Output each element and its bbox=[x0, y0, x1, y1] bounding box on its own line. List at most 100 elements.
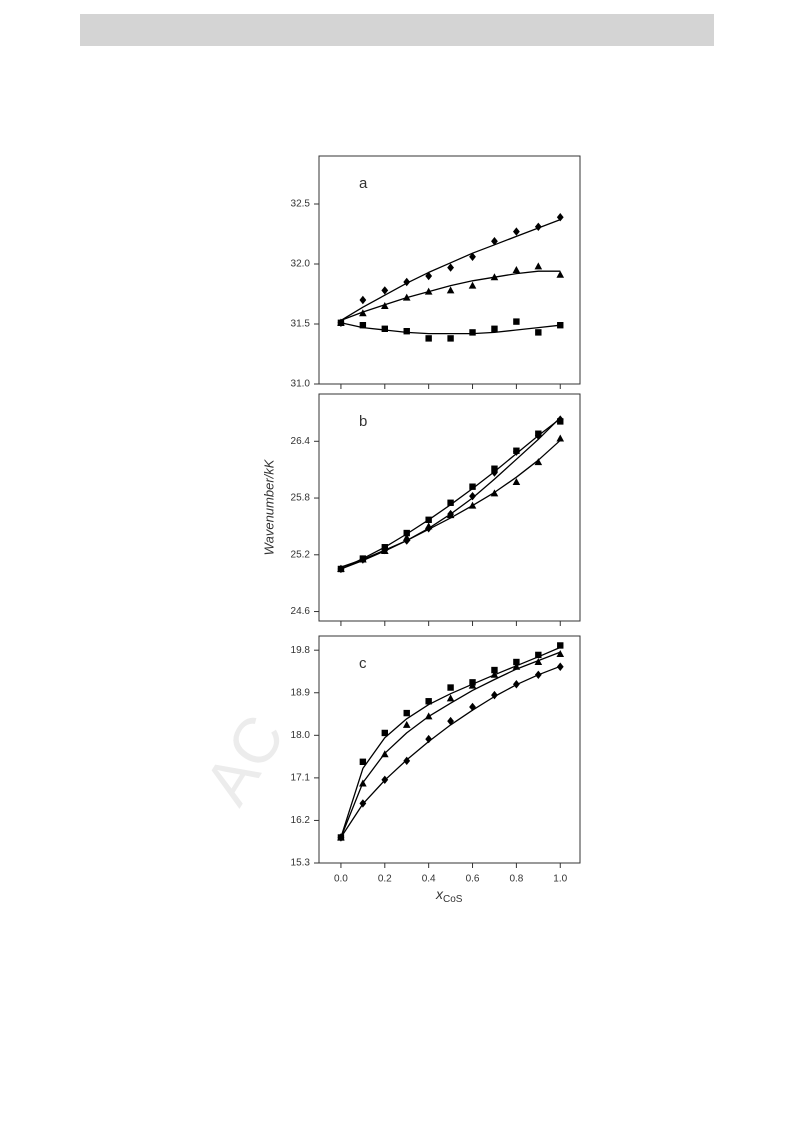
triangle-marker bbox=[359, 309, 367, 317]
triangle-marker bbox=[490, 489, 499, 497]
y-tick-label: 15.3 bbox=[291, 858, 311, 869]
square-marker bbox=[403, 328, 410, 335]
x-tick-label: 0.6 bbox=[466, 874, 480, 885]
diamond-marker bbox=[381, 775, 389, 784]
y-tick-label: 19.8 bbox=[291, 645, 311, 656]
diamond-marker bbox=[337, 833, 345, 842]
square-marker bbox=[535, 651, 542, 659]
square-marker bbox=[557, 322, 564, 329]
diamond-marker bbox=[447, 263, 454, 272]
triangle-marker bbox=[424, 522, 433, 530]
diamond-marker bbox=[381, 286, 389, 295]
triangle-marker bbox=[359, 779, 367, 787]
y-tick-label: 32.5 bbox=[291, 199, 311, 210]
y-tick-label: 31.0 bbox=[291, 379, 311, 390]
square-marker bbox=[469, 483, 476, 490]
plot-frame bbox=[318, 155, 581, 385]
fit-curve bbox=[340, 417, 561, 570]
square-marker bbox=[425, 335, 432, 342]
square-marker bbox=[535, 430, 542, 437]
square-marker bbox=[447, 335, 454, 342]
triangle-marker bbox=[556, 270, 565, 278]
square-marker bbox=[535, 329, 542, 336]
square-marker bbox=[513, 447, 520, 454]
diamond-marker bbox=[491, 237, 498, 246]
y-tick-label: 25.8 bbox=[291, 493, 311, 504]
diamond-marker bbox=[556, 213, 564, 222]
diamond-marker bbox=[534, 222, 542, 231]
triangle-marker bbox=[534, 262, 543, 270]
y-axis-label: Wavenumber/kK bbox=[261, 458, 276, 555]
panel-label: c bbox=[359, 655, 367, 672]
watermark: AC bbox=[190, 703, 298, 817]
square-marker bbox=[469, 329, 476, 336]
triangle-marker bbox=[534, 658, 543, 666]
square-marker bbox=[447, 499, 454, 506]
square-marker bbox=[447, 684, 454, 691]
fit-curve bbox=[340, 665, 561, 838]
square-marker bbox=[359, 758, 367, 765]
square-marker bbox=[403, 529, 410, 537]
square-marker bbox=[491, 465, 498, 472]
triangle-marker bbox=[446, 694, 455, 702]
y-tick-label: 25.2 bbox=[291, 549, 311, 560]
x-tick-label: 0.2 bbox=[378, 874, 392, 885]
triangle-marker bbox=[424, 287, 433, 295]
diamond-marker bbox=[469, 491, 476, 501]
triangle-marker bbox=[337, 564, 345, 572]
diamond-marker bbox=[425, 271, 433, 281]
x-axis-label-sub: CoS bbox=[443, 894, 463, 905]
triangle-marker bbox=[380, 547, 389, 555]
diamond-marker bbox=[359, 295, 367, 305]
fit-curve bbox=[340, 651, 561, 838]
x-axis-label: xCoS bbox=[435, 886, 463, 905]
square-marker bbox=[513, 318, 520, 325]
fit-curve bbox=[340, 418, 561, 570]
triangle-marker bbox=[424, 712, 433, 720]
square-marker bbox=[337, 319, 345, 326]
square-marker bbox=[403, 709, 410, 717]
panel-label: b bbox=[359, 413, 367, 430]
triangle-marker bbox=[512, 662, 521, 670]
panel-label: a bbox=[359, 175, 368, 192]
triangle-marker bbox=[468, 501, 477, 509]
diamond-marker bbox=[447, 716, 454, 726]
plot-frame bbox=[318, 635, 581, 864]
x-axis-label-main: x bbox=[435, 886, 444, 902]
x-tick-label: 0.4 bbox=[422, 874, 436, 885]
fit-curve bbox=[340, 322, 561, 335]
triangle-marker bbox=[380, 750, 389, 758]
plot-frame bbox=[318, 393, 581, 622]
header-bar bbox=[80, 14, 714, 46]
triangle-marker bbox=[534, 458, 543, 466]
triangle-marker bbox=[402, 720, 411, 728]
y-tick-label: 17.1 bbox=[291, 773, 311, 784]
triangle-marker bbox=[490, 273, 499, 281]
triangle-marker bbox=[468, 281, 477, 289]
square-marker bbox=[557, 642, 564, 649]
y-tick-label: 18.9 bbox=[291, 687, 311, 698]
diamond-marker bbox=[403, 756, 411, 766]
triangle-marker bbox=[402, 533, 411, 541]
diamond-marker bbox=[491, 690, 498, 700]
fit-curve bbox=[340, 270, 561, 322]
diamond-marker bbox=[469, 252, 476, 261]
square-marker bbox=[557, 418, 564, 425]
x-tick-label: 0.0 bbox=[334, 874, 348, 885]
x-tick-label: 1.0 bbox=[553, 874, 567, 885]
y-tick-label: 32.0 bbox=[291, 259, 311, 270]
triangle-marker bbox=[380, 302, 389, 309]
fit-curve bbox=[340, 218, 561, 321]
diamond-marker bbox=[512, 227, 520, 236]
diamond-marker bbox=[403, 277, 411, 287]
triangle-marker bbox=[446, 511, 455, 519]
triangle-marker bbox=[446, 286, 455, 294]
square-marker bbox=[381, 325, 388, 332]
diamond-marker bbox=[469, 702, 476, 712]
square-marker bbox=[381, 729, 388, 737]
square-marker bbox=[359, 322, 367, 329]
triangle-marker bbox=[490, 670, 499, 678]
fit-curve bbox=[340, 646, 561, 838]
triangle-marker bbox=[556, 649, 565, 657]
